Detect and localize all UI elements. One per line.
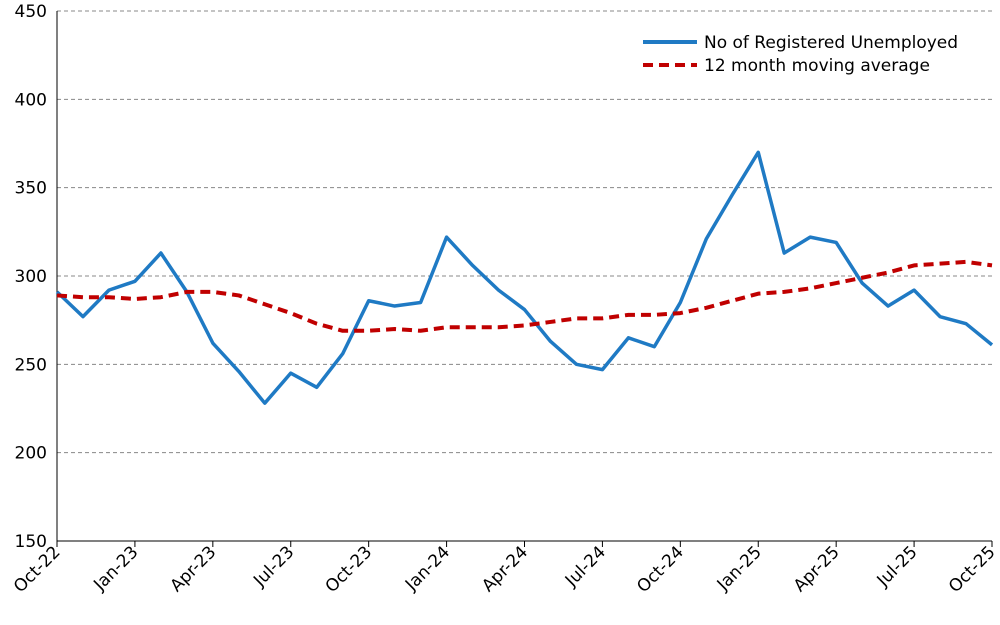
- y-tick-label: 200: [15, 444, 47, 464]
- legend-label: No of Registered Unemployed: [704, 33, 958, 53]
- x-tick-label: Apr-23: [167, 542, 221, 596]
- legend-label: 12 month moving average: [704, 56, 930, 76]
- x-tick-label: Oct-24: [633, 542, 688, 597]
- y-tick-label: 350: [15, 179, 47, 199]
- x-tick-label: Jan-23: [89, 542, 142, 595]
- y-tick-label: 150: [15, 532, 47, 552]
- x-tick-label: Jan-24: [401, 542, 454, 595]
- x-tick-label: Oct-23: [322, 542, 377, 597]
- x-tick-label: Apr-24: [478, 542, 532, 596]
- series-line-registered-unemployed: [55, 150, 994, 405]
- x-tick-label: Jul-25: [873, 542, 922, 591]
- y-tick-label: 300: [15, 267, 47, 287]
- x-tick-label: Apr-25: [790, 542, 844, 596]
- x-tick-label: Oct-25: [945, 542, 1000, 597]
- x-tick-label: Jul-23: [249, 542, 298, 591]
- y-tick-label: 250: [15, 355, 47, 375]
- x-tick-label: Jul-24: [561, 542, 610, 591]
- y-tick-label: 450: [15, 2, 47, 22]
- series-line-moving-average: [56, 259, 993, 333]
- x-tick-label: Jan-25: [713, 542, 766, 595]
- y-tick-label: 400: [15, 90, 47, 110]
